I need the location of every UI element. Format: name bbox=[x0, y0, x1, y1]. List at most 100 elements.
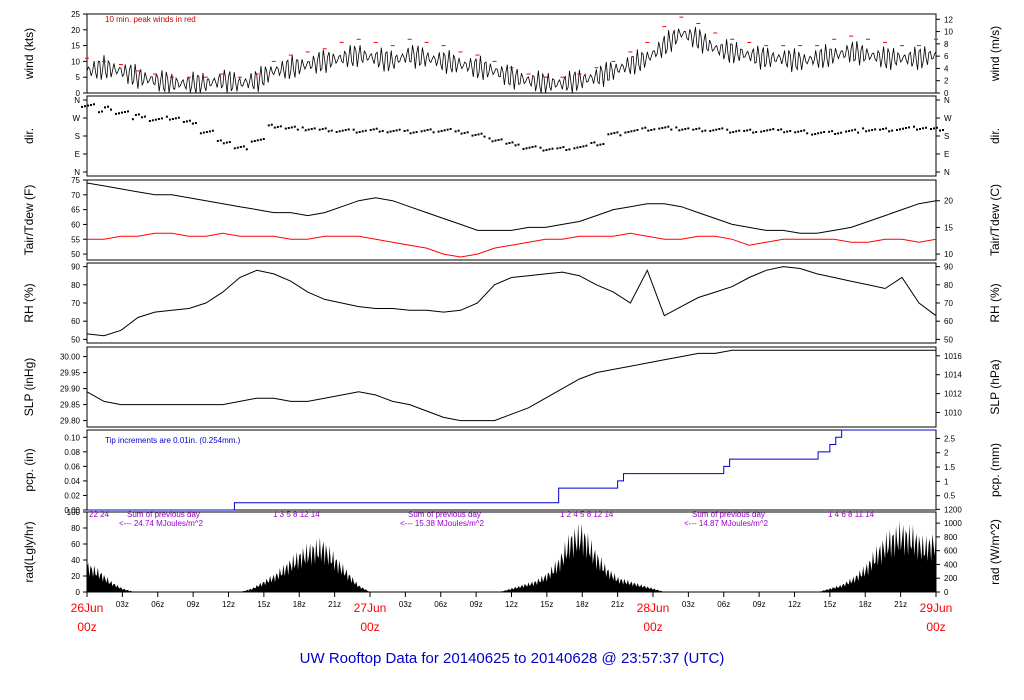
dir-point bbox=[121, 111, 123, 114]
dir-point bbox=[140, 116, 143, 119]
dir-point bbox=[837, 132, 840, 135]
dir-point bbox=[398, 128, 401, 131]
dir-point bbox=[840, 131, 843, 134]
dir-point bbox=[324, 127, 327, 130]
dir-point bbox=[913, 125, 915, 128]
dir-point bbox=[814, 133, 817, 135]
dir-point bbox=[378, 130, 381, 133]
dir-point bbox=[497, 139, 500, 141]
wind-ytick-right-label: 8 bbox=[944, 40, 949, 49]
dir-point bbox=[732, 131, 735, 133]
dir-point bbox=[862, 127, 865, 130]
dir-point bbox=[276, 126, 279, 128]
dir-point bbox=[681, 128, 684, 131]
temp-ylabel-left: Tair/Tdew (F) bbox=[22, 185, 36, 256]
x-hour-label: 15z bbox=[823, 600, 836, 609]
dir-point bbox=[115, 112, 117, 115]
dir-point bbox=[752, 131, 755, 134]
dir-point bbox=[395, 129, 398, 132]
dir-point bbox=[245, 148, 248, 151]
dir-point bbox=[678, 129, 681, 132]
dir-point bbox=[415, 131, 418, 133]
dir-ytick-right-label: N bbox=[944, 168, 950, 177]
rad-ytick-right-label: 800 bbox=[944, 533, 958, 542]
rad-ytick-label: 40 bbox=[71, 556, 80, 565]
dir-point bbox=[599, 143, 602, 146]
wind-ytick-right-label: 2 bbox=[944, 77, 949, 86]
slp-ytick-label: 29.85 bbox=[60, 401, 81, 410]
dir-point bbox=[709, 130, 712, 132]
dir-point bbox=[871, 129, 874, 131]
dir-point bbox=[602, 143, 605, 145]
rad-ytick-right-label: 400 bbox=[944, 560, 958, 569]
dir-point bbox=[296, 128, 299, 131]
dir-point bbox=[712, 129, 715, 132]
dir-point bbox=[868, 129, 871, 132]
temp-ytick-label: 50 bbox=[71, 250, 80, 259]
dir-point bbox=[104, 106, 106, 109]
dir-point bbox=[794, 131, 797, 134]
dir-point bbox=[800, 130, 803, 132]
dir-point bbox=[228, 141, 231, 143]
dir-point bbox=[131, 118, 134, 121]
wind-ytick-label: 5 bbox=[76, 73, 81, 82]
dir-point bbox=[882, 128, 885, 130]
dir-point bbox=[338, 130, 341, 133]
dir-point bbox=[236, 146, 239, 149]
dir-point bbox=[474, 134, 477, 136]
x-hour-label: 21z bbox=[611, 600, 624, 609]
wind-ytick-right-label: 6 bbox=[944, 52, 949, 61]
rh-ylabel-left: RH (%) bbox=[22, 283, 36, 322]
dir-point bbox=[939, 129, 941, 132]
dir-point bbox=[321, 128, 324, 130]
rad-ytick-right-label: 200 bbox=[944, 574, 958, 583]
rh-ytick-label: 70 bbox=[71, 299, 80, 308]
dir-point bbox=[845, 130, 848, 133]
dir-point bbox=[616, 131, 619, 134]
rad-area bbox=[87, 520, 936, 592]
x-hour-label: 12z bbox=[505, 600, 518, 609]
dir-point bbox=[916, 128, 918, 131]
temp-ytick-label: 65 bbox=[71, 206, 80, 215]
weather-panels: wind (kts) wind (m/s)05101520250246810121… bbox=[22, 10, 1002, 634]
dir-point bbox=[110, 108, 112, 111]
dir-point bbox=[749, 128, 752, 131]
dir-point bbox=[344, 129, 347, 131]
wind-speed-line bbox=[86, 26, 937, 94]
dir-point bbox=[633, 129, 636, 132]
wind-peak-note: 10 min. peak winds in red bbox=[105, 15, 196, 24]
temp-ytick-label: 60 bbox=[71, 220, 80, 229]
dir-point bbox=[647, 129, 650, 132]
wind-ytick-label: 0 bbox=[76, 89, 81, 98]
dir-point bbox=[726, 128, 729, 131]
dir-point bbox=[301, 126, 304, 129]
dir-point bbox=[168, 118, 171, 121]
dir-point bbox=[539, 146, 542, 149]
rad-ytick-label: 60 bbox=[71, 540, 80, 549]
temp-ytick-label: 75 bbox=[71, 176, 80, 185]
dir-point bbox=[542, 149, 545, 152]
dir-point bbox=[695, 128, 698, 130]
dir-point bbox=[562, 146, 565, 149]
dir-ytick-label: W bbox=[72, 114, 80, 123]
pcp-ytick-right-label: 2 bbox=[944, 449, 949, 458]
dir-point bbox=[148, 120, 151, 122]
slp-ytick-right-label: 1012 bbox=[944, 390, 962, 399]
dir-point bbox=[704, 129, 707, 132]
dir-ylabel-right: dir. bbox=[988, 128, 1002, 144]
rad-ytick-right-label: 1000 bbox=[944, 519, 962, 528]
dir-point bbox=[922, 127, 924, 130]
dir-point bbox=[908, 126, 910, 129]
dir-point bbox=[165, 115, 168, 118]
temp-frame bbox=[86, 179, 937, 261]
dir-point bbox=[885, 127, 888, 130]
dir-point bbox=[902, 127, 904, 130]
x-hour-label: 21z bbox=[328, 600, 341, 609]
pcp-ytick-right-label: 2.5 bbox=[944, 434, 956, 443]
wind-ytick-right-label: 0 bbox=[944, 89, 949, 98]
dir-point bbox=[432, 131, 435, 134]
slp-ytick-label: 29.80 bbox=[60, 417, 81, 426]
dir-point bbox=[84, 105, 86, 108]
dir-point bbox=[440, 130, 443, 132]
rad-day-energy: <--- 24.74 MJoules/m^2 bbox=[119, 519, 204, 528]
